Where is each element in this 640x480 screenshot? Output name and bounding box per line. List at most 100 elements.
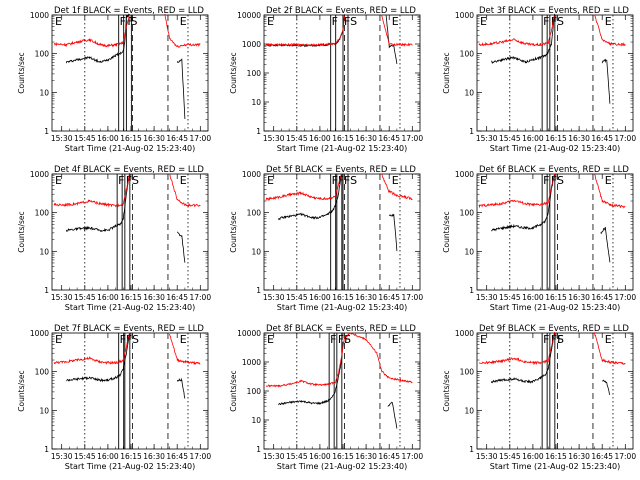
y-axis-label: Counts/sec (17, 370, 26, 411)
x-tick-label: 15:30 (51, 452, 73, 461)
x-axis-label: Start Time (21-Aug-02 15:23:40) (65, 462, 196, 471)
x-tick-label: 16:30 (355, 293, 377, 302)
y-tick-label: 1000 (30, 170, 49, 179)
event-marker-label: FS (344, 174, 357, 187)
x-axis-label: Start Time (21-Aug-02 15:23:40) (490, 144, 621, 153)
x-tick-label: 15:30 (263, 134, 285, 143)
x-tick-label: 15:30 (263, 293, 285, 302)
y-tick-label: 100 (460, 209, 475, 218)
x-tick-label: 15:45 (499, 293, 521, 302)
y-tick-label: 100 (35, 368, 50, 377)
y-tick-label: 1000 (242, 170, 261, 179)
lld-series-line (265, 173, 342, 202)
y-tick-label: 100 (247, 69, 262, 78)
events-series-line (277, 173, 342, 221)
panel-title: Det 2f BLACK = Events, RED = LLD (266, 6, 416, 16)
x-tick-label: 17:00 (189, 452, 211, 461)
x-tick-label: 15:30 (476, 452, 498, 461)
x-tick-label: 16:00 (97, 134, 119, 143)
x-tick-label: 16:45 (166, 452, 188, 461)
y-tick-label: 1 (469, 445, 474, 454)
lld-series-line (265, 332, 413, 388)
event-marker-label: E (392, 333, 399, 346)
x-tick-label: 15:30 (476, 293, 498, 302)
x-axis-label: Start Time (21-Aug-02 15:23:40) (277, 144, 408, 153)
event-marker-label: S (130, 15, 137, 28)
panel-det-6: Det 6f BLACK = Events, RED = LLD 1 10 100 10… (442, 165, 636, 312)
events-series-line (65, 174, 130, 233)
events-series-line (601, 58, 611, 104)
lld-series-line (53, 333, 130, 365)
x-tick-label: 16:45 (378, 134, 400, 143)
y-tick-label: 10000 (237, 11, 261, 20)
events-series-line (600, 226, 611, 263)
x-tick-label: 16:15 (332, 134, 354, 143)
x-axis-label: Start Time (21-Aug-02 15:23:40) (490, 303, 621, 312)
events-series-line (66, 333, 130, 383)
x-tick-label: 17:00 (189, 293, 211, 302)
panel-det-9: Det 9f BLACK = Events, RED = LLD 1 10 100 10… (442, 324, 636, 471)
event-marker-label: E (605, 174, 612, 187)
event-marker-label: E (55, 333, 62, 346)
x-tick-label: 16:30 (355, 134, 377, 143)
lld-series-line (164, 14, 201, 48)
y-tick-label: 100 (247, 209, 262, 218)
x-tick-label: 16:30 (143, 134, 165, 143)
lld-series-line (169, 333, 201, 366)
event-marker-label: FS (344, 15, 357, 28)
y-tick-label: 1000 (455, 170, 474, 179)
lld-series-line (594, 174, 626, 209)
lld-series-line (594, 14, 626, 47)
lld-series-line (381, 174, 413, 201)
x-tick-label: 16:15 (545, 134, 567, 143)
x-tick-label: 15:45 (74, 134, 96, 143)
panel-det-3: Det 3f BLACK = Events, RED = LLD 1 10 100 10… (442, 6, 636, 153)
events-series-line (490, 333, 555, 384)
event-marker-label: E (267, 333, 274, 346)
event-marker-label: E (55, 15, 62, 28)
event-marker-label: F (118, 174, 124, 187)
x-tick-label: 15:30 (51, 134, 73, 143)
x-axis-label: Start Time (21-Aug-02 15:23:40) (65, 303, 196, 312)
event-marker-label: S (344, 333, 351, 346)
y-axis-label: Counts/sec (442, 211, 451, 252)
x-tick-label: 16:15 (120, 452, 142, 461)
x-tick-label: 16:45 (591, 452, 613, 461)
event-marker-label: F (543, 15, 549, 28)
event-marker-label: F (543, 174, 549, 187)
events-series-line (388, 213, 398, 252)
y-tick-label: 1000 (242, 358, 261, 367)
panel-det-5: Det 5f BLACK = Events, RED = LLD 1 10 100 10… (229, 165, 423, 312)
x-tick-label: 16:00 (309, 134, 331, 143)
plot-frame (51, 14, 209, 132)
panel-det-1: Det 1f BLACK = Events, RED = LLD 1 10 100 10… (17, 6, 211, 153)
y-axis-label: Counts/sec (229, 370, 238, 411)
event-marker-label: F (332, 174, 338, 187)
y-tick-label: 1 (44, 445, 49, 454)
event-marker-label: E (605, 333, 612, 346)
lld-series-line (478, 15, 555, 47)
y-tick-label: 1000 (455, 329, 474, 338)
x-tick-label: 15:45 (74, 452, 96, 461)
events-series-line (601, 379, 611, 396)
y-tick-label: 10 (251, 98, 261, 107)
x-tick-label: 16:45 (591, 293, 613, 302)
event-marker-label: E (605, 15, 612, 28)
x-tick-label: 15:30 (476, 134, 498, 143)
x-axis-label: Start Time (21-Aug-02 15:23:40) (490, 462, 621, 471)
x-tick-label: 16:30 (143, 293, 165, 302)
x-tick-label: 16:45 (166, 293, 188, 302)
x-tick-label: 16:45 (591, 134, 613, 143)
panel-det-2: Det 2f BLACK = Events, RED = LLD 1 10 100 10… (229, 6, 423, 153)
event-marker-label: F (551, 174, 557, 187)
y-tick-label: 1000 (455, 11, 474, 20)
y-tick-label: 100 (460, 50, 475, 59)
y-tick-label: 100 (35, 209, 50, 218)
x-tick-label: 17:00 (614, 452, 636, 461)
x-tick-label: 17:00 (614, 293, 636, 302)
x-tick-label: 16:30 (143, 452, 165, 461)
y-tick-label: 1 (256, 286, 261, 295)
y-tick-label: 10 (464, 406, 474, 415)
y-tick-label: 10 (39, 406, 49, 415)
event-marker-label: F (120, 15, 126, 28)
